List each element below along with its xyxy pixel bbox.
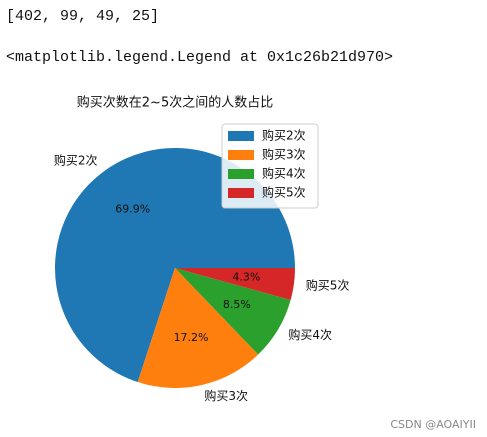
legend-label: 购买4次 (262, 166, 306, 181)
pie-wedge (175, 268, 295, 301)
pie-wedge (137, 268, 259, 388)
wedge-label: 购买3次 (204, 388, 248, 403)
output-line: <matplotlib.legend.Legend at 0x1c26b21d9… (6, 49, 393, 66)
legend-swatch (228, 131, 254, 141)
wedge-label: 购买5次 (306, 277, 350, 292)
legend-label: 购买2次 (262, 128, 306, 143)
legend-swatch (228, 150, 254, 160)
legend-swatch (228, 188, 254, 198)
chart-title: 购买次数在2~5次之间的人数占比 (77, 95, 273, 111)
output-line: [402, 99, 49, 25] (6, 8, 159, 25)
legend-swatch (228, 169, 254, 179)
pie-wedge (175, 268, 291, 355)
percent-label: 4.3% (232, 271, 260, 284)
percent-label: 17.2% (174, 331, 209, 344)
legend-label: 购买3次 (262, 147, 306, 162)
wedge-label: 购买2次 (54, 153, 98, 168)
watermark: CSDN @AOAIYII (390, 418, 476, 431)
percent-label: 69.9% (115, 203, 150, 216)
legend-label: 购买5次 (262, 185, 306, 200)
percent-label: 8.5% (223, 298, 251, 311)
legend-frame (221, 123, 319, 209)
wedge-label: 购买4次 (288, 327, 332, 342)
